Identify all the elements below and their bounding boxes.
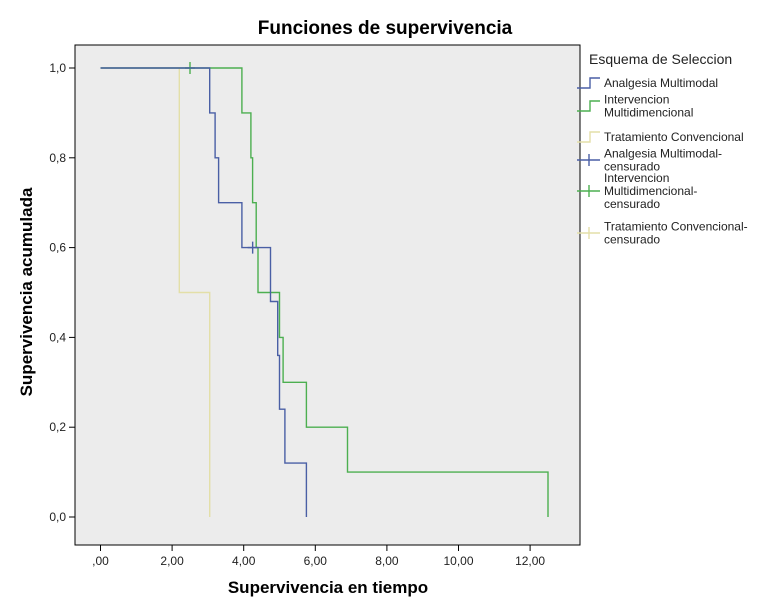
legend-title: Esquema de Seleccion [589, 51, 732, 67]
legend-swatch-step [577, 131, 600, 143]
legend-entry-label: Analgesia Multimodal- [604, 147, 722, 161]
censor-mark-analgesia-multimodal [247, 241, 258, 254]
legend-entry-label: censurado [604, 160, 660, 174]
legend-swatch-censor [577, 185, 600, 197]
y-tick-label: 1,0 [49, 61, 66, 75]
legend-swatch-step [577, 100, 600, 112]
legend-swatch-censor [577, 154, 600, 166]
legend-swatch-step [577, 77, 600, 89]
x-tick-label: 6,00 [304, 554, 328, 568]
y-tick-label: 0,4 [49, 330, 66, 344]
y-tick-label: 0,6 [49, 241, 66, 255]
y-tick-label: 0,2 [49, 420, 66, 434]
series-line-analgesia-multimodal [100, 67, 308, 517]
series-layer [100, 62, 549, 517]
x-tick-label: 10,00 [443, 554, 473, 568]
plot-area [74, 44, 581, 546]
y-tick-label: 0,0 [49, 510, 66, 524]
x-axis-label: Supervivencia en tiempo [228, 578, 428, 597]
legend-swatch-censor [577, 227, 600, 239]
x-tick-label: ,00 [92, 554, 109, 568]
x-tick-label: 4,00 [232, 554, 256, 568]
legend-entry-label: Tratamiento Convencional- [604, 220, 748, 234]
legend: Esquema de Seleccion Analgesia Multimoda… [577, 51, 748, 247]
x-tick-label: 8,00 [375, 554, 399, 568]
y-axis-label: Supervivencia acumulada [17, 187, 36, 396]
legend-entry-label: censurado [604, 233, 660, 247]
legend-entry-label: Tratamiento Convencional [604, 130, 744, 144]
legend-entry-label: Multidimencional- [604, 184, 697, 198]
legend-entry-label: censurado [604, 197, 660, 211]
legend-entry-label: Intervencion [604, 171, 669, 185]
legend-entry-label: Multidimencional [604, 106, 693, 120]
x-tick-label: 2,00 [160, 554, 184, 568]
x-axis: ,00 2,00 4,00 6,00 8,00 10,00 12,00 [92, 545, 545, 568]
legend-entry-label: Intervencion [604, 93, 669, 107]
chart-title: Funciones de supervivencia [258, 18, 513, 39]
x-tick-label: 12,00 [515, 554, 545, 568]
series-line-intervencion-multidimencional [100, 67, 549, 517]
legend-entry-label: Analgesia Multimodal [604, 76, 718, 90]
y-axis: 0,0 0,2 0,4 0,6 0,8 1,0 [49, 61, 75, 524]
y-tick-label: 0,8 [49, 151, 66, 165]
